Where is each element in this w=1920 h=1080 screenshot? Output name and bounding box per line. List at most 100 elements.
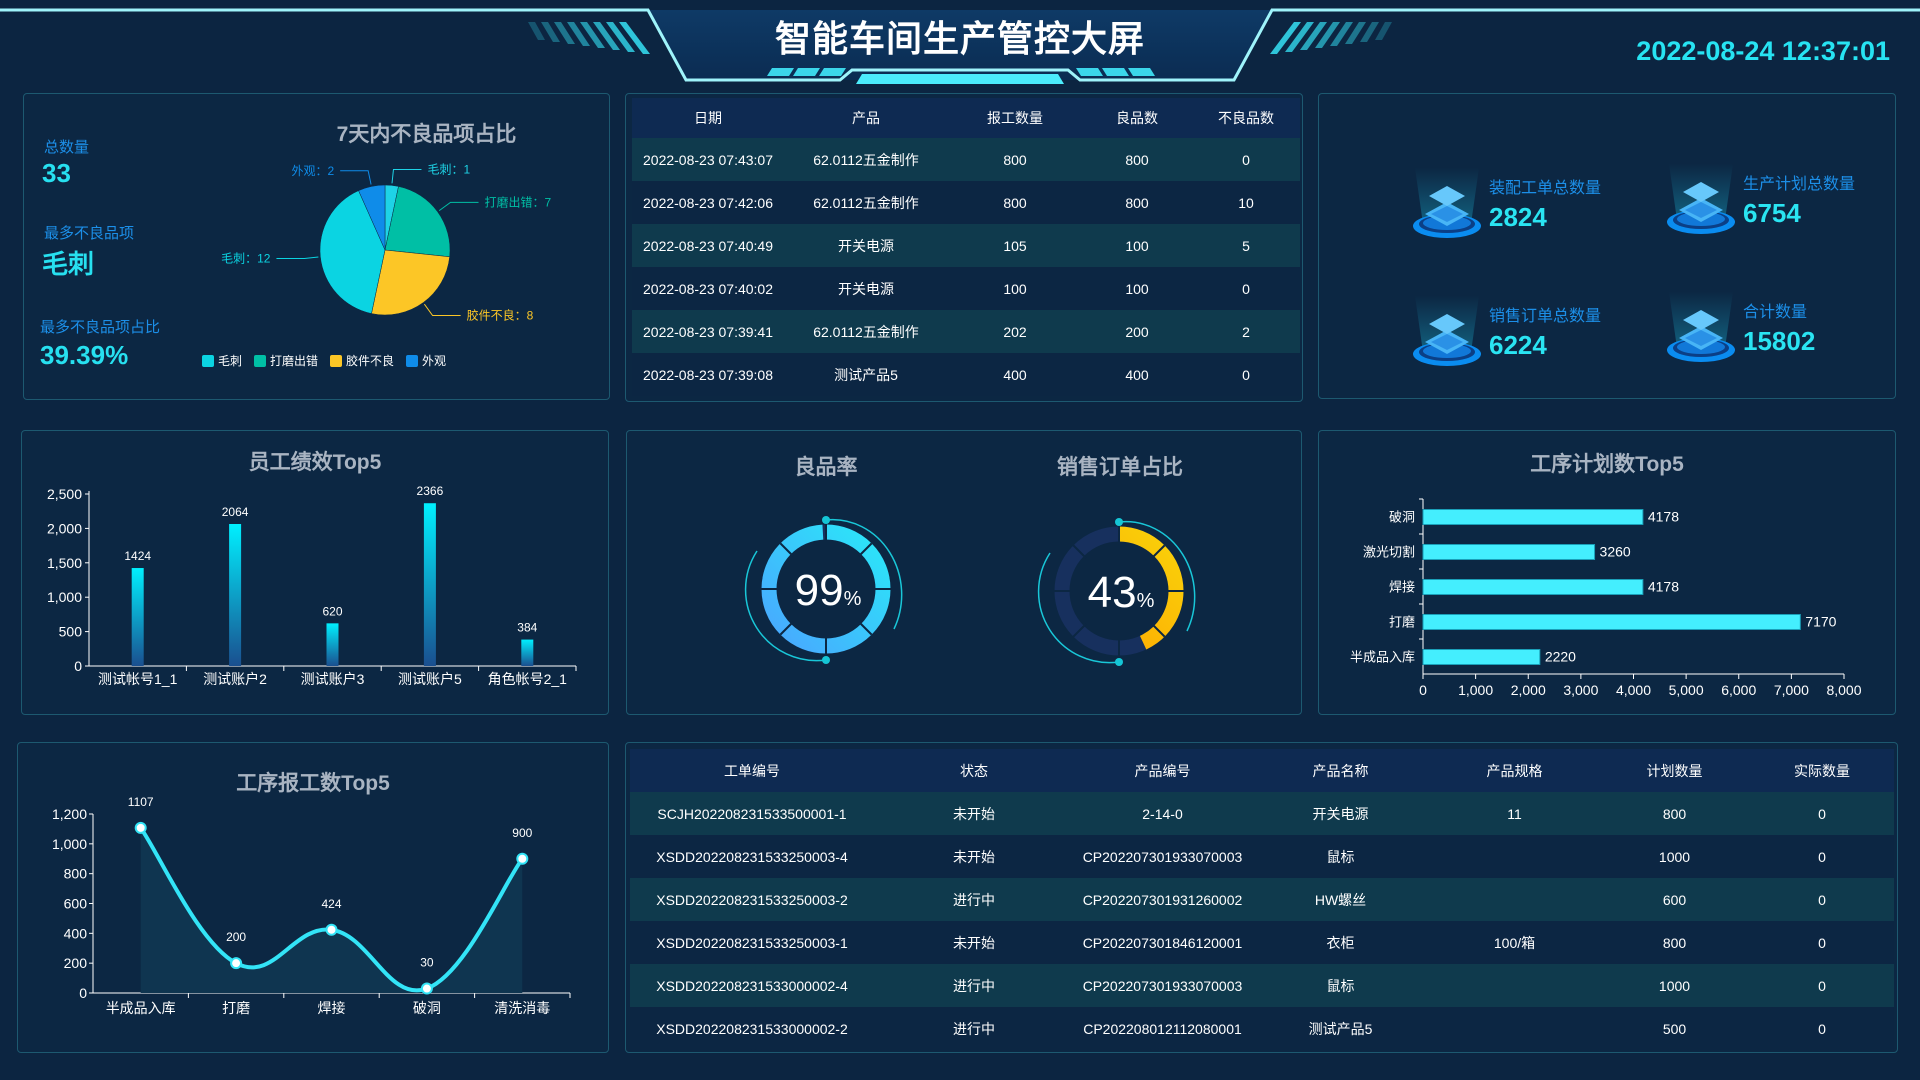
- legend-item[interactable]: 打磨出错: [254, 352, 318, 369]
- stats-panel: 装配工单总数量 2824 生产计划总数量 6754 销售订单总数量 6224 合…: [1318, 93, 1896, 399]
- table-cell: 开关电源: [1312, 805, 1369, 822]
- stat-label: 销售订单总数量: [1489, 308, 1602, 325]
- column-header: 产品规格: [1486, 762, 1543, 779]
- x-tick-label: 8,000: [1826, 682, 1861, 698]
- table-row[interactable]: 2022-08-23 07:39:41 62.0112五金制作 202 200 2: [632, 310, 1300, 353]
- stat-value: 6224: [1489, 330, 1547, 360]
- bar[interactable]: [423, 503, 436, 666]
- gauge-value: 43%: [1088, 568, 1155, 617]
- table-cell: CP202207301846120001: [1082, 934, 1243, 951]
- report-panel: 日期 产品 报工数量 良品数 不良品数 2022-08-23 07:43:07 62.011…: [625, 93, 1303, 402]
- table-row[interactable]: XSDD202208231533250003-1 未开始 CP20220730184…: [630, 921, 1894, 964]
- pie-slice[interactable]: [371, 249, 450, 316]
- bar-value-label: 384: [517, 621, 537, 635]
- table-cell: 进行中: [953, 1020, 995, 1037]
- bar[interactable]: [1422, 544, 1596, 560]
- process-plan-bar-chart: 0 1,000 2,000 3,000 4,000 5,000 6,000 7,000 8,00…: [1350, 498, 1862, 698]
- table-row[interactable]: 2022-08-23 07:42:06 62.0112五金制作 800 800 10: [632, 181, 1300, 224]
- legend-item[interactable]: 胶件不良: [330, 352, 394, 369]
- gauge-tick: [1151, 623, 1166, 638]
- bar[interactable]: [229, 523, 242, 666]
- gauge-unit: %: [844, 588, 862, 610]
- bar[interactable]: [1422, 614, 1801, 630]
- gauge-outer-arc: [1118, 520, 1196, 632]
- table-row[interactable]: 2022-08-23 07:39:08 测试产品5 400 400 0: [632, 353, 1300, 396]
- legend-item[interactable]: 外观: [406, 352, 446, 369]
- table-cell: 开关电源: [838, 280, 894, 297]
- pie-slice[interactable]: [358, 184, 386, 251]
- table-cell: 未开始: [953, 848, 995, 865]
- x-tick-label: 打磨: [222, 1000, 250, 1016]
- table-cell: 62.0112五金制作: [813, 194, 919, 211]
- data-point[interactable]: [230, 957, 243, 970]
- y-tick-label: 打磨: [1389, 615, 1415, 630]
- table-cell: 11: [1507, 805, 1522, 822]
- table-cell: 2-14-0: [1142, 805, 1183, 822]
- table-cell: 0: [1242, 366, 1250, 383]
- table-row[interactable]: XSDD202208231533250003-2 进行中 CP20220730193…: [630, 878, 1894, 921]
- table-row[interactable]: XSDD202208231533250003-4 未开始 CP20220730193…: [630, 835, 1894, 878]
- point-value-label: 1107: [128, 795, 154, 809]
- pie-slice-label: 毛刺：1: [427, 162, 470, 176]
- table-row[interactable]: SCJH202208231533500001-1 未开始 2-14-0 开关电源 11 8…: [630, 792, 1894, 835]
- column-header: 实际数量: [1794, 762, 1850, 779]
- data-point[interactable]: [134, 821, 147, 834]
- table-cell: [1430, 878, 1599, 921]
- table-cell: 测试产品5: [1308, 1020, 1373, 1037]
- pie-slice[interactable]: [384, 186, 451, 258]
- x-tick-label: 焊接: [318, 1000, 346, 1016]
- table-row[interactable]: XSDD202208231533000002-4 进行中 CP20220730193…: [630, 964, 1894, 1007]
- employee-performance-panel: 员工绩效Top5 0 500 1,000 1,500 2,000 2,500 1424 测试帐…: [21, 430, 609, 715]
- table-cell: 0: [1818, 891, 1826, 908]
- header-frame: [0, 8, 1920, 84]
- bar[interactable]: [1422, 649, 1541, 665]
- bar-value-label: 2064: [222, 505, 249, 519]
- gauge-tick: [858, 542, 873, 557]
- legend-item[interactable]: 毛刺: [202, 352, 242, 369]
- bar-value-label: 4178: [1648, 579, 1679, 595]
- data-point[interactable]: [516, 852, 529, 865]
- y-tick-label: 1,500: [47, 555, 82, 571]
- table-cell: [1430, 964, 1599, 1007]
- page-title: 智能车间生产管控大屏: [774, 18, 1145, 59]
- table-row[interactable]: XSDD202208231533000002-2 进行中 CP20220801211…: [630, 1007, 1894, 1050]
- gauges: 99% 43%: [744, 516, 1196, 666]
- bar[interactable]: [326, 623, 339, 666]
- top-defect-value: 毛刺: [42, 249, 95, 279]
- table-cell: 100: [1125, 237, 1149, 254]
- table-row[interactable]: 2022-08-23 07:40:49 开关电源 105 100 5: [632, 224, 1300, 267]
- chart-title: 员工绩效Top5: [248, 451, 382, 474]
- table-cell: 200: [1125, 323, 1149, 340]
- bar[interactable]: [1422, 579, 1644, 595]
- table-cell: [1430, 835, 1599, 878]
- stat-label: 合计数量: [1743, 304, 1808, 321]
- table-cell: CP202207301931260002: [1082, 891, 1243, 908]
- table-cell: 开关电源: [838, 237, 894, 254]
- x-tick-label: 测试账户2: [203, 671, 267, 687]
- gauge-tick: [1072, 544, 1087, 559]
- table-cell: 800: [1662, 934, 1687, 951]
- x-tick-label: 半成品入库: [106, 1000, 176, 1016]
- gauge-tick: [858, 621, 873, 636]
- bar[interactable]: [521, 639, 534, 666]
- bar[interactable]: [1422, 509, 1644, 525]
- gauge-dot: [1115, 518, 1123, 526]
- table-cell: 400: [1003, 366, 1027, 383]
- table-cell: 5: [1242, 237, 1250, 254]
- table-row[interactable]: 2022-08-23 07:40:02 开关电源 100 100 0: [632, 267, 1300, 310]
- bar-value-label: 2220: [1545, 649, 1576, 665]
- gauge-tick: [1151, 544, 1166, 559]
- data-point[interactable]: [420, 982, 433, 995]
- data-point[interactable]: [325, 923, 338, 936]
- bar[interactable]: [131, 568, 144, 666]
- total-label: 总数量: [44, 139, 90, 156]
- pie-slice[interactable]: [319, 190, 386, 314]
- y-tick-label: 0: [74, 658, 82, 674]
- gauge-tick: [1072, 623, 1087, 638]
- x-tick-label: 4,000: [1616, 682, 1651, 698]
- process-plan-panel: 工序计划数Top5 0 1,000 2,000 3,000 4,000 5,000 6,00…: [1318, 430, 1896, 715]
- table-cell: 10: [1238, 194, 1254, 211]
- table-cell: 2022-08-23 07:42:06: [643, 194, 773, 211]
- table-cell: 100/箱: [1493, 934, 1536, 951]
- table-row[interactable]: 2022-08-23 07:43:07 62.0112五金制作 800 800 0: [632, 138, 1300, 181]
